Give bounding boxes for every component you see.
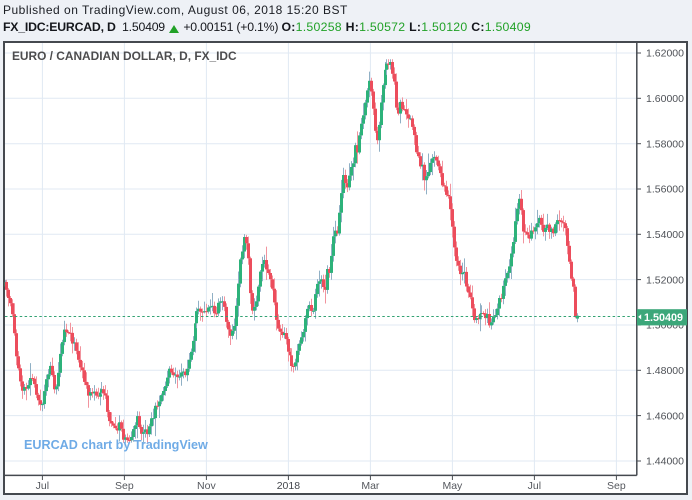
svg-text:Jul: Jul — [528, 480, 541, 492]
svg-text:EURO / CANADIAN DOLLAR, D, FX_: EURO / CANADIAN DOLLAR, D, FX_IDC — [12, 49, 237, 63]
svg-text:May: May — [442, 480, 463, 492]
svg-text:1.62000: 1.62000 — [646, 48, 684, 60]
svg-text:1.52000: 1.52000 — [646, 274, 684, 286]
svg-text:1.50409: 1.50409 — [644, 312, 683, 324]
svg-text:Jul: Jul — [36, 480, 49, 492]
svg-text:Nov: Nov — [197, 480, 216, 492]
svg-text:Mar: Mar — [361, 480, 380, 492]
svg-text:EURCAD chart by TradingView: EURCAD chart by TradingView — [24, 438, 208, 452]
svg-text:Sep: Sep — [115, 480, 134, 492]
svg-text:1.56000: 1.56000 — [646, 184, 684, 196]
svg-text:1.58000: 1.58000 — [646, 138, 684, 150]
svg-text:1.46000: 1.46000 — [646, 410, 684, 422]
svg-text:1.60000: 1.60000 — [646, 93, 684, 105]
svg-text:2018: 2018 — [277, 480, 301, 492]
svg-text:1.44000: 1.44000 — [646, 456, 684, 468]
svg-text:1.54000: 1.54000 — [646, 229, 684, 241]
svg-text:Sep: Sep — [607, 480, 626, 492]
svg-text:1.48000: 1.48000 — [646, 365, 684, 377]
